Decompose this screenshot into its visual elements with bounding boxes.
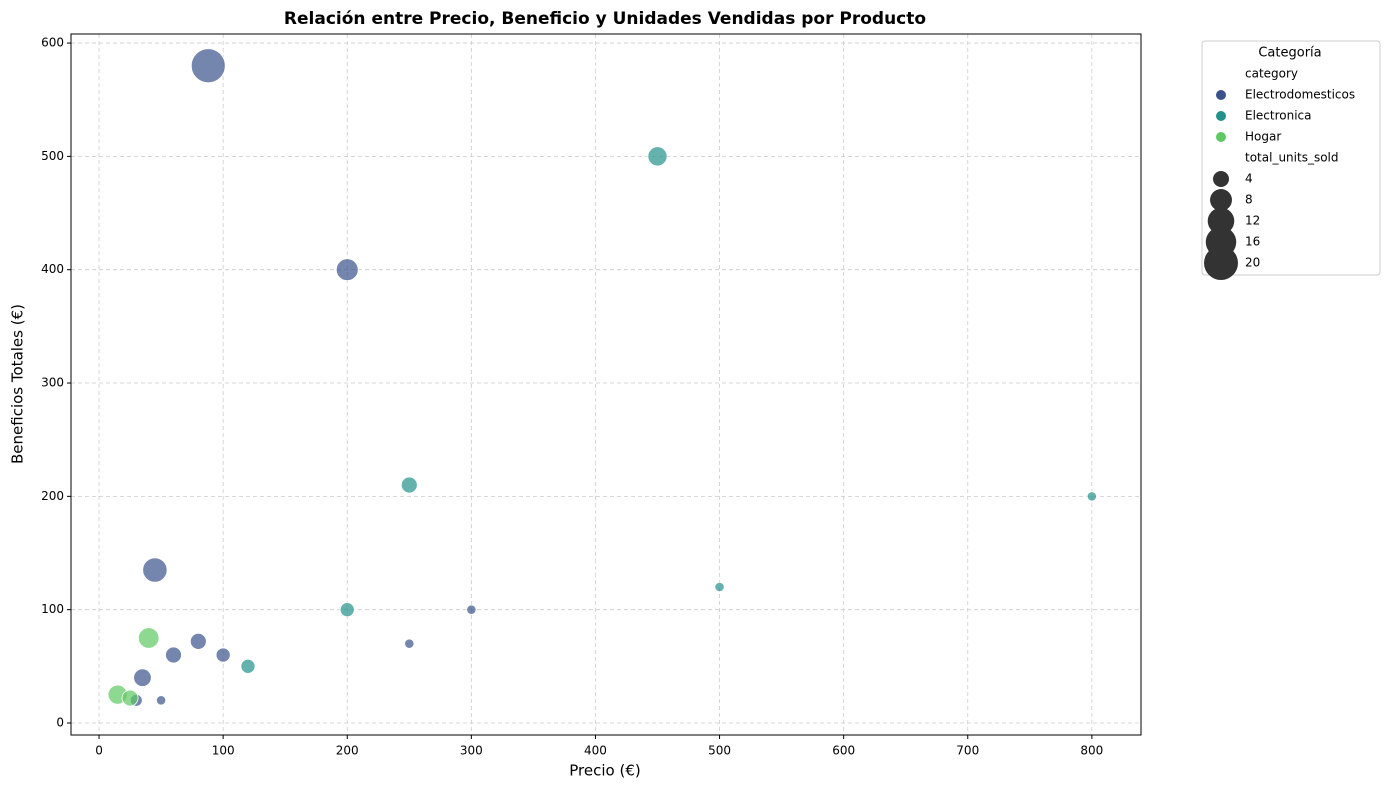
legend-size-label: 4 — [1245, 172, 1253, 186]
bubble — [156, 695, 167, 706]
legend-size-label: 8 — [1245, 193, 1253, 207]
y-tick-label: 400 — [41, 262, 64, 276]
bubble — [240, 658, 256, 674]
x-axis-label: Precio (€) — [569, 762, 640, 780]
legend-size-label: 20 — [1245, 256, 1260, 270]
bubble — [215, 647, 231, 663]
legend-label: Electrodomesticos — [1245, 88, 1355, 102]
legend-box — [1201, 40, 1381, 276]
x-tick-label: 0 — [95, 744, 103, 758]
legend-marker — [1216, 132, 1226, 142]
legend-size-marker — [1210, 189, 1232, 211]
x-tick-label: 400 — [584, 744, 607, 758]
bubble — [714, 581, 725, 593]
legend-size-title: total_units_sold — [1245, 151, 1339, 165]
y-tick-label: 200 — [41, 489, 64, 503]
y-tick-label: 0 — [56, 715, 64, 729]
bubble — [400, 476, 418, 494]
legend-marker — [1216, 111, 1226, 121]
bubble — [190, 48, 226, 84]
bubble — [189, 632, 207, 650]
x-tick-label: 500 — [708, 744, 731, 758]
bubble — [142, 557, 168, 583]
bubble — [339, 602, 355, 618]
plot-frame — [70, 33, 1142, 736]
grid — [71, 34, 1141, 735]
bubble — [647, 146, 668, 167]
x-tick-label: 600 — [832, 744, 855, 758]
chart-title: Relación entre Precio, Beneficio y Unida… — [284, 9, 926, 29]
y-tick-label: 600 — [41, 36, 64, 50]
legend-size-label: 12 — [1245, 214, 1260, 228]
legend: Categoría category total_units_sold Elec… — [1201, 40, 1381, 280]
y-axis-label: Beneficios Totales (€) — [9, 304, 27, 464]
x-tick-label: 700 — [956, 744, 979, 758]
y-tick-label: 300 — [41, 376, 64, 390]
legend-size-label: 16 — [1245, 235, 1260, 249]
points — [107, 48, 1097, 707]
legend-label: Electronica — [1245, 109, 1312, 123]
bubble — [133, 668, 152, 687]
legend-size-marker — [1204, 246, 1238, 280]
bubble — [466, 604, 477, 615]
x-tick-label: 300 — [460, 744, 483, 758]
bubble — [137, 627, 160, 649]
legend-marker — [1216, 90, 1226, 100]
legend-size-marker — [1212, 170, 1230, 188]
bubble — [165, 646, 182, 664]
y-tick-label: 500 — [41, 149, 64, 163]
bubble — [121, 689, 139, 707]
legend-title: Categoría — [1258, 46, 1321, 61]
bubble — [1086, 491, 1097, 502]
bubble — [404, 638, 415, 649]
x-tick-label: 200 — [336, 744, 359, 758]
legend-hue-title: category — [1245, 67, 1298, 81]
x-tick-label: 100 — [212, 744, 235, 758]
legend-size-marker — [1207, 207, 1235, 235]
bubble — [335, 258, 359, 282]
legend-label: Hogar — [1245, 130, 1281, 144]
y-tick-label: 100 — [41, 602, 64, 616]
x-tick-label: 800 — [1080, 744, 1103, 758]
